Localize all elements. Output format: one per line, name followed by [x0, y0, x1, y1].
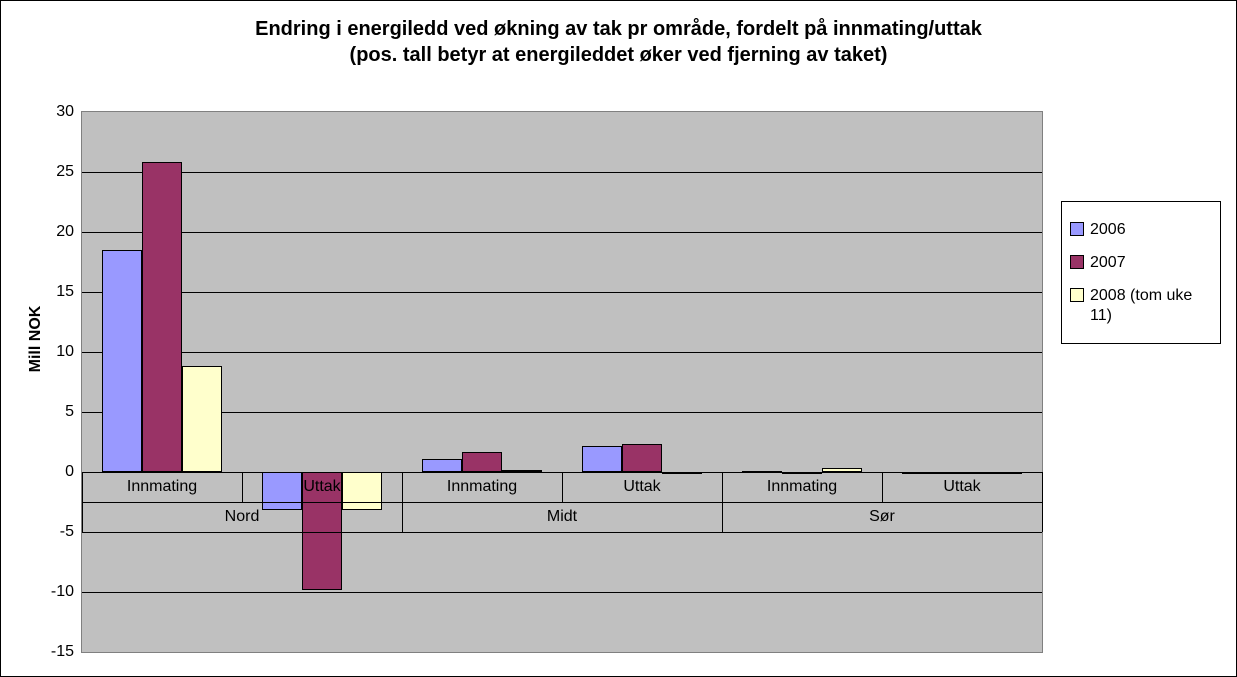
category-separator — [242, 472, 243, 502]
bar — [342, 472, 382, 510]
x-category-label: Uttak — [943, 478, 980, 496]
y-tick-label: 0 — [65, 463, 74, 481]
category-separator — [722, 472, 723, 532]
bar — [742, 471, 782, 473]
legend-label: 2008 (tom uke 11) — [1090, 286, 1212, 324]
category-separator — [402, 472, 403, 532]
y-tick-label: 25 — [56, 163, 74, 181]
x-region-label: Nord — [225, 508, 260, 526]
x-category-label: Uttak — [303, 478, 340, 496]
chart-container: Endring i energiledd ved økning av tak p… — [0, 0, 1237, 677]
title-line-2: (pos. tall betyr at energileddet øker ve… — [1, 42, 1236, 68]
bar — [622, 444, 662, 472]
y-tick-label: 5 — [65, 403, 74, 421]
bar — [942, 472, 982, 474]
y-tick-label: -10 — [51, 583, 74, 601]
bar — [902, 472, 942, 474]
bar — [102, 250, 142, 472]
bar — [422, 459, 462, 472]
gridline — [82, 172, 1042, 173]
bar — [582, 446, 622, 472]
category-separator — [562, 472, 563, 502]
x-row-separator — [82, 502, 1042, 503]
y-tick-label: 15 — [56, 283, 74, 301]
bar — [182, 366, 222, 472]
x-category-label: Innmating — [127, 478, 197, 496]
y-tick-label: -15 — [51, 643, 74, 661]
x-category-label: Innmating — [767, 478, 837, 496]
gridline — [82, 232, 1042, 233]
bar — [262, 472, 302, 510]
legend-item: 2008 (tom uke 11) — [1070, 286, 1212, 324]
plot-background: -15-10-5051015202530InnmatingUttakInnmat… — [81, 111, 1043, 653]
y-axis-label: Mill NOK — [27, 305, 45, 372]
y-tick-label: 20 — [56, 223, 74, 241]
legend-swatch — [1070, 255, 1084, 269]
y-tick-label: 30 — [56, 103, 74, 121]
gridline — [82, 352, 1042, 353]
legend: 2006 2007 2008 (tom uke 11) — [1061, 201, 1221, 344]
bar — [502, 470, 542, 472]
x-category-label: Uttak — [623, 478, 660, 496]
legend-label: 2006 — [1090, 220, 1126, 239]
x-category-label: Innmating — [447, 478, 517, 496]
title-line-1: Endring i energiledd ved økning av tak p… — [1, 16, 1236, 42]
gridline — [82, 292, 1042, 293]
bar — [142, 162, 182, 472]
x-region-label: Sør — [869, 508, 895, 526]
bar — [822, 468, 862, 472]
y-tick-label: -5 — [60, 523, 74, 541]
gridline — [82, 412, 1042, 413]
bar — [662, 472, 702, 474]
y-tick-label: 10 — [56, 343, 74, 361]
category-separator — [882, 472, 883, 502]
legend-swatch — [1070, 222, 1084, 236]
chart-title: Endring i energiledd ved økning av tak p… — [1, 1, 1236, 68]
legend-label: 2007 — [1090, 253, 1126, 272]
bar — [782, 472, 822, 474]
category-box-edge — [1042, 472, 1043, 532]
plot-area: -15-10-5051015202530InnmatingUttakInnmat… — [81, 111, 1041, 651]
x-region-label: Midt — [547, 508, 577, 526]
legend-item: 2007 — [1070, 253, 1212, 272]
x-row-separator — [82, 532, 1042, 533]
legend-item: 2006 — [1070, 220, 1212, 239]
bar — [982, 472, 1022, 474]
category-box-edge — [82, 472, 83, 532]
bar — [462, 452, 502, 472]
legend-swatch — [1070, 288, 1084, 302]
gridline — [82, 592, 1042, 593]
